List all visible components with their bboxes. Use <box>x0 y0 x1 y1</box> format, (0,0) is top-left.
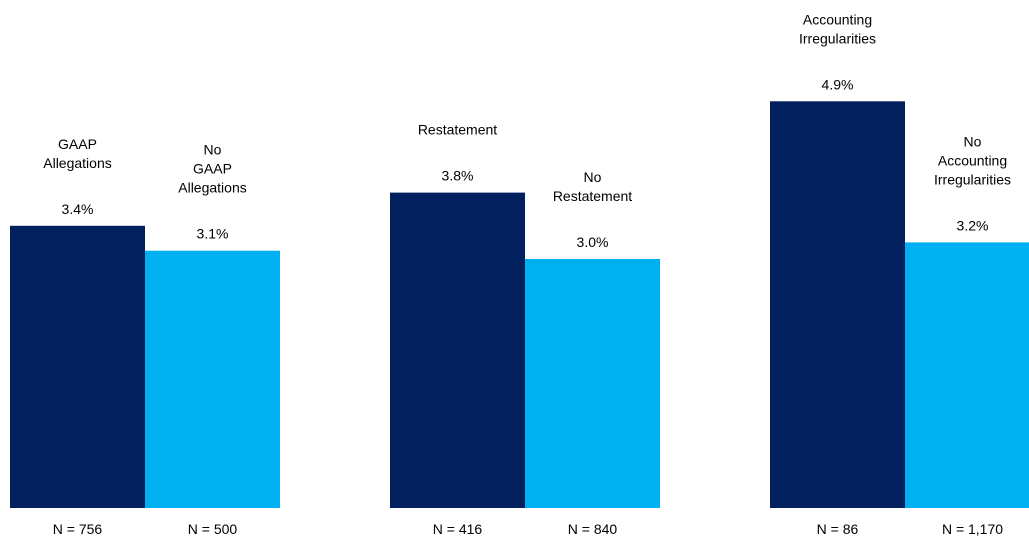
bar-0-primary <box>10 225 145 509</box>
sample-size-label-2-primary: N = 86 <box>817 521 859 537</box>
category-label-2-primary-line-1: Irregularities <box>799 30 876 46</box>
bar-group-2: 4.9% Accounting Irregularities N = 86 3.2% No… <box>770 11 1029 537</box>
category-label-1-comparison-line-0: No <box>584 169 602 185</box>
sample-size-label-0-primary: N = 756 <box>53 521 103 537</box>
category-label-1-primary-line-0: Restatement <box>418 122 497 138</box>
sample-size-label-2-comparison: N = 1,170 <box>942 521 1003 537</box>
category-label-0-primary-line-1: Allegations <box>43 155 112 171</box>
value-label-1-primary: 3.8% <box>442 168 474 184</box>
sample-size-label-1-primary: N = 416 <box>433 521 483 537</box>
value-label-1-comparison: 3.0% <box>577 234 609 250</box>
value-label-2-comparison: 3.2% <box>957 217 989 233</box>
bar-2-comparison <box>905 242 1029 508</box>
category-label-0-primary-line-0: GAAP <box>58 136 97 152</box>
sample-size-label-0-comparison: N = 500 <box>188 521 238 537</box>
category-label-2-comparison-line-0: No <box>964 133 982 149</box>
value-label-2-primary: 4.9% <box>822 76 854 92</box>
value-label-0-primary: 3.4% <box>62 201 94 217</box>
category-label-2-comparison-line-2: Irregularities <box>934 171 1011 187</box>
category-label-0-comparison-line-0: No <box>204 142 222 158</box>
bar-0-comparison <box>145 250 280 508</box>
category-label-0-comparison-line-1: GAAP <box>193 161 232 177</box>
bar-2-primary <box>770 101 905 509</box>
bar-group-0: 3.4% GAAP Allegations N = 756 3.1% No GAAP Alle… <box>10 136 280 537</box>
category-label-2-primary-line-0: Accounting <box>803 11 872 27</box>
bar-1-primary <box>390 192 525 508</box>
category-label-1-comparison-line-1: Restatement <box>553 188 632 204</box>
sample-size-label-1-comparison: N = 840 <box>568 521 618 537</box>
category-label-2-comparison-line-1: Accounting <box>938 152 1007 168</box>
category-label-0-comparison-line-2: Allegations <box>178 180 247 196</box>
value-label-0-comparison: 3.1% <box>197 226 229 242</box>
bar-1-comparison <box>525 259 660 508</box>
bar-group-1: 3.8% Restatement N = 416 3.0% No Restatement N… <box>390 122 660 537</box>
